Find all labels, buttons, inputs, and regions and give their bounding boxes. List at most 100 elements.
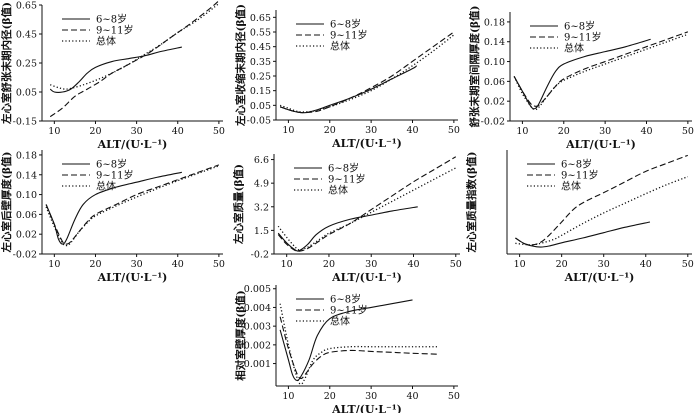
y-tick-label: 0.005 xyxy=(244,284,271,295)
legend-label: 6~8岁 xyxy=(564,20,595,33)
legend-label: 6~8岁 xyxy=(330,18,361,31)
legend-label: 总体 xyxy=(330,315,350,328)
y-tick-label: 0.05 xyxy=(16,88,37,99)
series-line-dotted xyxy=(277,167,457,251)
chart-panel-2: 10 20 30 40 50 -0.05 0.05 0.15 0.25 0.35 0.45 0.55 0… xyxy=(234,4,460,150)
x-tick-label: 50 xyxy=(213,259,225,270)
series-line-dotted xyxy=(279,303,438,385)
series-line-solid xyxy=(515,221,651,248)
series-line-solid xyxy=(45,171,182,245)
y-tick-label: 0.10 xyxy=(484,57,505,68)
x-tick-label: 30 xyxy=(365,391,377,402)
chart-panel-4: 10 20 30 40 50 -0.02 0.02 0.06 0.10 0.14 0.18 ALT/(… xyxy=(0,150,225,284)
series-line-solid xyxy=(49,46,182,93)
y-tick-label: 0.001 xyxy=(244,359,271,370)
series-line-dashed xyxy=(279,31,455,114)
x-tick-label: 40 xyxy=(406,391,418,402)
x-tick-label: 30 xyxy=(598,259,610,270)
x-axis-label: ALT/(U·L⁻¹) xyxy=(97,271,168,284)
series-line-dashed xyxy=(515,154,688,246)
x-tick-label: 20 xyxy=(89,259,101,270)
x-tick-label: 20 xyxy=(324,391,336,402)
y-tick-label: 3.2 xyxy=(254,202,269,213)
x-tick-label: 30 xyxy=(365,125,377,136)
y-tick-label: 0.45 xyxy=(250,42,271,53)
x-tick-label: 10 xyxy=(516,126,528,137)
chart-panel-5: 10 20 30 40 50 -0.2 1.5 3.2 4.9 6.6 ALT/(U·L⁻¹) 左心室… xyxy=(232,154,462,284)
y-tick-label: 0.14 xyxy=(484,37,505,48)
y-tick-label: 0.18 xyxy=(484,17,505,28)
y-axis-label: 左心室收缩末期内径(β值) xyxy=(234,4,247,127)
legend-label: 总体 xyxy=(96,180,116,193)
x-tick-label: 20 xyxy=(323,259,335,270)
y-tick-label: 1.5 xyxy=(254,226,269,237)
chart-panel-3: 10 20 30 40 50 -0.02 0.02 0.06 0.10 0.14 0.18 ALT/(… xyxy=(468,6,694,151)
series-line-dotted xyxy=(45,165,220,247)
y-tick-label: 0.06 xyxy=(16,210,37,221)
y-tick-label: -0.02 xyxy=(481,117,505,128)
x-tick-label: 40 xyxy=(406,125,418,136)
series-line-dashed xyxy=(49,1,220,118)
legend-label: 总体 xyxy=(564,42,584,55)
y-tick-label: 0.02 xyxy=(16,230,37,241)
legend-label: 9~11岁 xyxy=(330,29,367,42)
legend-label: 总体 xyxy=(330,40,350,53)
legend-label: 6~8岁 xyxy=(328,162,359,175)
series-line-solid xyxy=(513,38,651,110)
y-tick-label: -0.05 xyxy=(247,116,271,127)
legend-label: 9~11岁 xyxy=(561,169,598,182)
series-line-solid xyxy=(279,299,413,382)
y-tick-label: -0.15 xyxy=(13,117,37,128)
series-line-dotted xyxy=(279,34,455,113)
chart-panel-6: 10 20 30 40 50 ALT/(U·L⁻¹) 左心室质量指数(β值) 6~8岁9~11… xyxy=(465,150,694,284)
x-axis-label: ALT/(U·L⁻¹) xyxy=(331,403,402,413)
x-tick-label: 20 xyxy=(556,259,568,270)
series-line-dashed xyxy=(45,164,220,245)
x-tick-label: 30 xyxy=(599,126,611,137)
x-tick-label: 40 xyxy=(172,126,184,137)
y-tick-label: 0.05 xyxy=(250,101,271,112)
x-tick-label: 10 xyxy=(514,259,526,270)
x-tick-label: 20 xyxy=(558,126,570,137)
x-tick-label: 50 xyxy=(682,126,694,137)
y-axis-label: 左心室后壁厚度(β值) xyxy=(0,152,13,254)
legend-label: 总体 xyxy=(328,184,348,197)
y-tick-label: -0.02 xyxy=(13,250,37,261)
series-line-dashed xyxy=(277,156,457,253)
legend-label: 9~11岁 xyxy=(96,24,133,37)
legend-label: 6~8岁 xyxy=(561,158,592,171)
y-tick-label: 0.25 xyxy=(16,59,37,70)
chart-panel-1: 10 20 30 40 50 -0.15 0.05 0.25 0.45 0.65 ALT/(U·L⁻… xyxy=(0,1,225,152)
x-tick-label: 50 xyxy=(213,126,225,137)
x-tick-label: 10 xyxy=(48,126,60,137)
x-axis-label: ALT/(U·L⁻¹) xyxy=(331,271,402,284)
x-tick-label: 50 xyxy=(450,259,462,270)
x-tick-label: 50 xyxy=(682,259,694,270)
y-tick-label: 0.004 xyxy=(244,303,271,314)
y-tick-label: 0.15 xyxy=(250,86,271,97)
x-tick-label: 50 xyxy=(448,125,460,136)
y-axis-label: 舒张末期室间隔厚度(β值) xyxy=(468,6,481,128)
x-axis-label: ALT/(U·L⁻¹) xyxy=(565,138,636,151)
legend-label: 9~11岁 xyxy=(328,173,365,186)
x-tick-label: 20 xyxy=(324,125,336,136)
x-tick-label: 20 xyxy=(89,126,101,137)
legend-label: 总体 xyxy=(96,35,116,48)
y-axis-label: 左心室质量指数(β值) xyxy=(465,152,478,254)
legend-label: 6~8岁 xyxy=(96,13,127,26)
y-tick-label: 0.003 xyxy=(244,322,271,333)
x-axis-label: ALT/(U·L⁻¹) xyxy=(564,271,635,284)
y-tick-label: 0.06 xyxy=(484,77,505,88)
series-line-dotted xyxy=(50,3,220,90)
series-line-dotted xyxy=(515,176,689,246)
legend-label: 9~11岁 xyxy=(564,31,601,44)
series-line-dashed xyxy=(513,31,689,107)
series-line-solid xyxy=(277,206,418,252)
legend-label: 9~11岁 xyxy=(330,304,367,317)
y-tick-label: 0.45 xyxy=(16,30,37,41)
y-tick-label: 4.9 xyxy=(254,179,269,190)
legend-label: 9~11岁 xyxy=(96,169,133,182)
x-tick-label: 40 xyxy=(640,126,652,137)
x-axis-label: ALT/(U·L⁻¹) xyxy=(331,137,402,150)
